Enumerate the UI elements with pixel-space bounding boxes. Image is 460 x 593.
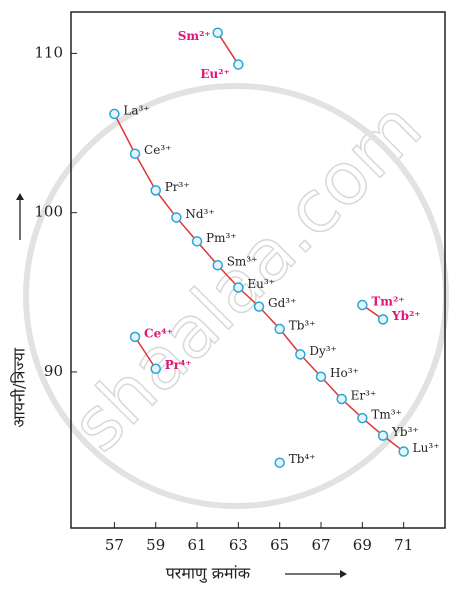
point-label: Pm³⁺ (206, 231, 237, 245)
x-tick-label: 67 (311, 536, 330, 554)
y-tick-label: 110 (34, 43, 63, 61)
point (398, 446, 409, 457)
point (377, 314, 389, 325)
point-label: Yb³⁺ (391, 425, 419, 439)
point-label: Nd³⁺ (185, 207, 214, 221)
point (191, 236, 203, 247)
x-tick-label: 59 (146, 536, 165, 554)
y-arrowhead (16, 193, 24, 200)
point-label: Tm²⁺ (371, 295, 404, 309)
plot-frame (70, 11, 446, 529)
point-label: Eu²⁺ (200, 67, 229, 81)
point (357, 299, 368, 311)
point-label: Gd³⁺ (268, 296, 296, 310)
point-label: Er³⁺ (351, 389, 377, 403)
x-tick-label: 61 (187, 536, 206, 554)
point (274, 457, 285, 468)
point-label: Ce⁴⁺ (144, 326, 173, 340)
x-tick-label: 71 (394, 536, 413, 554)
point (150, 185, 161, 196)
point (315, 371, 327, 382)
point-label: Tb⁴⁺ (289, 452, 316, 466)
series-line (134, 336, 157, 370)
point-label: Pr³⁺ (165, 180, 190, 194)
point-label: Eu³⁺ (247, 277, 275, 291)
point (233, 282, 244, 293)
point-label: Dy³⁺ (309, 344, 337, 358)
point-label: Sm²⁺ (178, 29, 211, 43)
point (109, 108, 120, 120)
point (253, 301, 265, 312)
point (274, 323, 285, 335)
point-label: La³⁺ (123, 103, 149, 117)
point-label: Ce³⁺ (144, 143, 171, 157)
x-tick-label: 57 (105, 536, 124, 554)
point (129, 331, 141, 343)
point (212, 259, 223, 271)
point-label: Pr⁴⁺ (165, 358, 192, 372)
point-label: Yb²⁺ (391, 309, 421, 323)
x-tick-label: 63 (229, 536, 248, 554)
point (129, 148, 141, 159)
y-tick-label: 90 (44, 362, 63, 380)
series-line (217, 32, 239, 65)
point (295, 349, 306, 360)
point (357, 412, 368, 424)
point (212, 27, 223, 38)
x-tick-label: 69 (353, 536, 372, 554)
x-arrowhead (340, 570, 347, 578)
x-tick-label: 65 (270, 536, 289, 554)
point-label: Lu³⁺ (413, 441, 440, 455)
point (377, 430, 389, 441)
y-axis-label: आयनी/त्रिज्या (10, 347, 29, 427)
point (150, 363, 161, 374)
x-axis-label: परमाणु क्रमांक (166, 564, 251, 584)
point-label: Ho³⁺ (330, 366, 359, 380)
watermark-ring (23, 83, 449, 509)
point-label: Tm³⁺ (371, 408, 402, 422)
point-label: Tb³⁺ (289, 318, 316, 332)
point (171, 212, 182, 223)
point (336, 393, 347, 405)
y-tick-label: 100 (34, 203, 63, 221)
point (233, 59, 244, 70)
point-label: Sm³⁺ (227, 255, 258, 269)
